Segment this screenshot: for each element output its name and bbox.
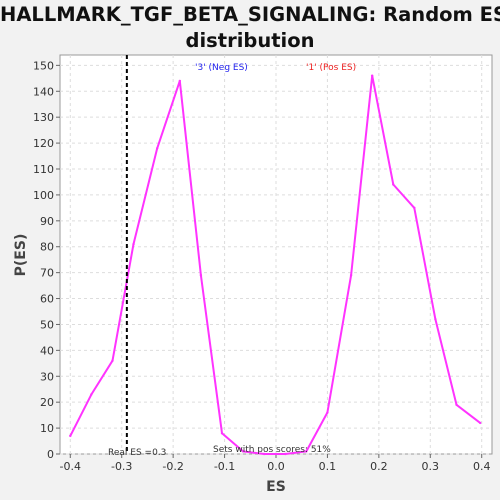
neg-es-label: '3' (Neg ES) [195, 63, 248, 73]
data-point [434, 318, 437, 321]
x-tick-label: -0.1 [214, 460, 235, 473]
data-point [284, 452, 287, 456]
chart-title: HALLMARK_TGF_BETA_SIGNALING: Random ES d… [0, 2, 500, 54]
es-distribution-line [69, 74, 481, 455]
x-axis-ticks: -0.4 -0.3 -0.2 -0.1 0.0 0.1 0.2 0.3 0.4 [60, 454, 491, 473]
y-axis-label: P(ES) [13, 234, 29, 277]
y-tick-label: 120 [33, 137, 54, 150]
y-tick-label: 110 [33, 163, 54, 176]
y-tick-label: 80 [40, 241, 54, 254]
data-point [262, 452, 266, 456]
real-es-label: Real ES =0.3 [108, 448, 166, 458]
y-tick-label: 130 [33, 111, 54, 124]
data-point [178, 79, 182, 83]
chart-title-line-2: distribution [185, 29, 315, 52]
data-point [69, 434, 72, 438]
y-tick-label: 150 [33, 59, 54, 72]
y-tick-label: 10 [40, 422, 54, 435]
x-tick-label: -0.4 [60, 460, 81, 473]
x-tick-label: 0.1 [319, 460, 337, 473]
y-tick-label: 70 [40, 267, 54, 280]
y-axis-ticks: 0 10 20 30 40 50 60 70 80 90 100 110 120 130 140 150 [33, 59, 60, 461]
data-point [241, 450, 245, 453]
y-tick-label: 40 [40, 344, 54, 357]
series [69, 74, 482, 456]
x-axis-label: ES [266, 479, 286, 495]
y-tick-label: 90 [40, 215, 54, 228]
data-point [199, 274, 203, 277]
data-point [156, 147, 159, 150]
data-point [392, 183, 395, 186]
data-point [455, 403, 458, 406]
y-tick-label: 20 [40, 396, 54, 409]
data-point [305, 450, 308, 453]
x-tick-label: -0.3 [111, 460, 132, 473]
x-tick-label: 0.4 [473, 460, 491, 473]
pos-es-label: '1' (Pos ES) [306, 63, 356, 73]
data-point [413, 206, 416, 210]
pos-scores-label: Sets with pos scores: 51% [213, 445, 331, 455]
data-point [478, 421, 482, 425]
data-point [90, 393, 93, 396]
grid [60, 55, 492, 455]
chart-title-line-1: HALLMARK_TGF_BETA_SIGNALING: Random ES [0, 3, 500, 26]
x-tick-label: 0.0 [267, 460, 285, 473]
y-tick-label: 100 [33, 189, 54, 202]
x-tick-label: 0.2 [370, 460, 388, 473]
data-point [370, 74, 374, 77]
data-point [220, 432, 224, 435]
x-tick-label: 0.3 [422, 460, 440, 473]
y-tick-label: 140 [33, 85, 54, 98]
y-tick-label: 0 [47, 448, 54, 461]
y-tick-label: 50 [40, 318, 54, 331]
data-point [349, 274, 353, 277]
y-tick-label: 30 [40, 370, 54, 383]
x-tick-label: -0.2 [162, 460, 183, 473]
y-tick-label: 60 [40, 293, 54, 306]
data-point [111, 359, 114, 362]
data-point [132, 242, 135, 246]
data-point [326, 411, 329, 414]
